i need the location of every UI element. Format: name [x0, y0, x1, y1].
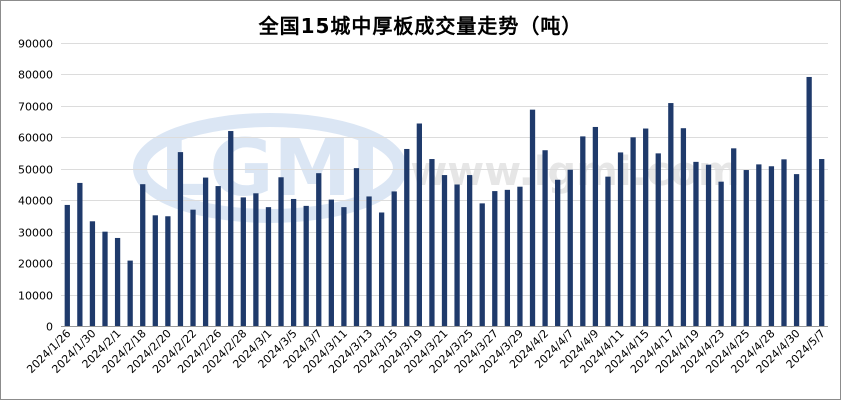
bar — [290, 198, 297, 326]
bar — [127, 260, 133, 326]
bar — [404, 148, 410, 326]
bar — [592, 126, 599, 327]
bar — [316, 173, 322, 326]
bar — [278, 177, 284, 326]
bar — [152, 215, 158, 326]
bar — [517, 186, 523, 326]
y-tick-label: 80000 — [18, 69, 53, 82]
y-tick-label: 40000 — [18, 195, 53, 208]
y-tick-label: 0 — [46, 321, 53, 334]
bar — [202, 177, 209, 326]
bar — [378, 212, 385, 326]
bar — [731, 148, 737, 326]
bar — [705, 164, 712, 326]
bar — [328, 199, 334, 326]
bar — [416, 123, 422, 326]
bar — [102, 231, 108, 326]
y-tick-label: 60000 — [18, 132, 53, 145]
bar — [793, 174, 800, 326]
bar — [655, 153, 661, 326]
bar — [177, 152, 184, 326]
bar — [140, 184, 146, 326]
bar — [89, 221, 96, 326]
y-tick-label: 90000 — [18, 38, 53, 51]
bar — [756, 164, 762, 326]
bar — [643, 128, 649, 326]
bar — [668, 103, 674, 326]
bar — [341, 207, 347, 326]
bar — [806, 76, 812, 327]
bar — [265, 207, 272, 326]
bar — [165, 216, 171, 326]
bar — [680, 128, 687, 326]
y-tick-label: 10000 — [18, 290, 53, 303]
bar — [366, 196, 372, 326]
watermark-url: www.lgmi.com — [410, 149, 739, 195]
bar — [64, 204, 70, 326]
y-tick-label: 50000 — [18, 164, 53, 177]
y-tick-label: 30000 — [18, 227, 53, 240]
bar — [454, 184, 460, 326]
bar — [630, 137, 636, 326]
bar — [781, 159, 787, 326]
bar — [819, 159, 825, 326]
bar — [228, 131, 234, 326]
bar — [542, 150, 548, 326]
bar — [492, 191, 498, 326]
bar — [768, 166, 775, 326]
bar — [567, 169, 573, 326]
bar — [617, 152, 624, 326]
chart-title: 全国15城中厚板成交量走势（吨） — [258, 14, 583, 38]
bar — [353, 168, 360, 326]
bar — [693, 161, 699, 326]
y-tick-label: 70000 — [18, 101, 53, 114]
bar — [467, 175, 473, 326]
bar — [555, 179, 561, 326]
bar — [253, 193, 259, 326]
bar — [215, 186, 221, 326]
bar — [605, 176, 611, 326]
y-tick-label: 20000 — [18, 258, 53, 271]
bar — [240, 197, 246, 326]
bar — [504, 189, 511, 326]
bar — [190, 209, 196, 326]
bar — [743, 170, 749, 326]
bar — [114, 237, 121, 326]
bar — [391, 191, 397, 326]
bar — [580, 136, 586, 326]
bar — [441, 175, 448, 326]
bar — [303, 205, 309, 326]
bar — [479, 203, 485, 326]
bar — [77, 182, 83, 326]
bar — [529, 109, 536, 326]
bar — [429, 159, 435, 326]
bar — [718, 181, 724, 326]
